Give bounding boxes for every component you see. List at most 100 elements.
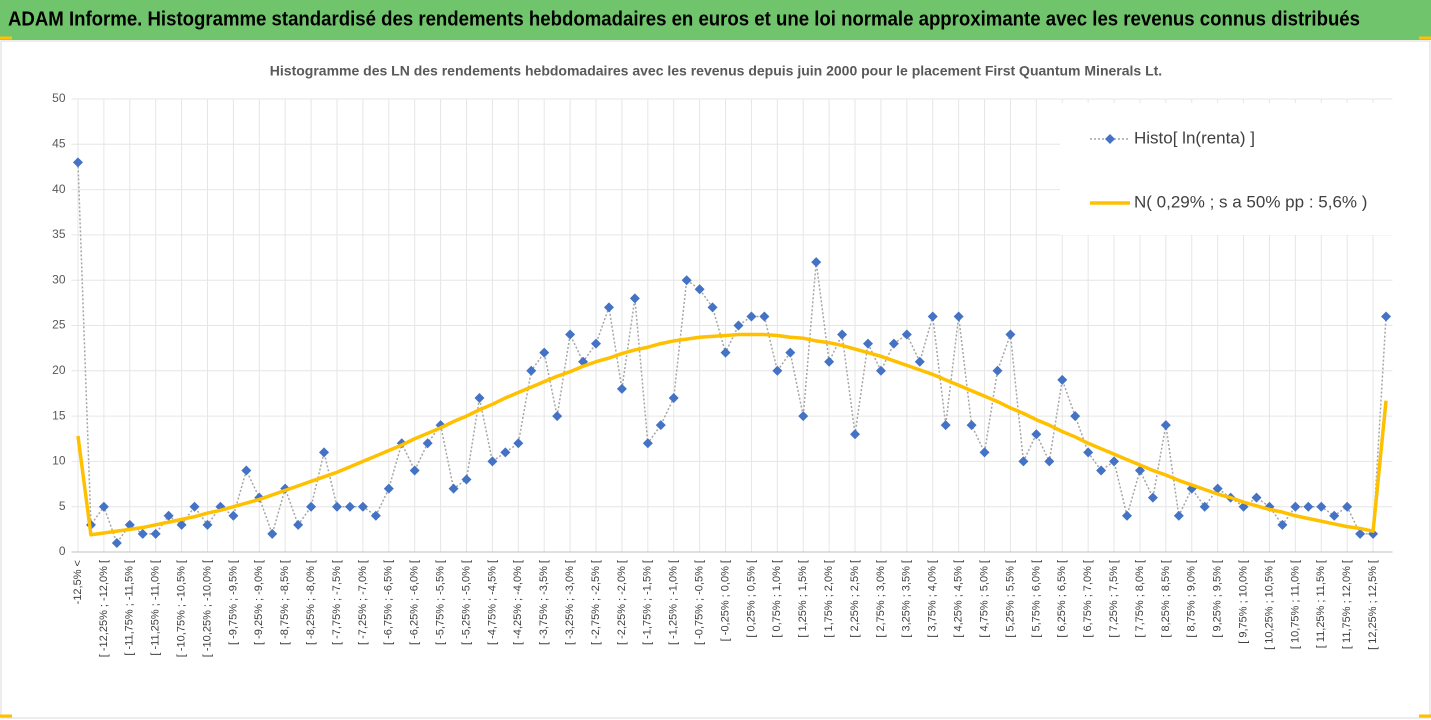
x-tick-label: [ 10,75% ; 11,0% [ xyxy=(1289,560,1301,649)
histo-point xyxy=(344,501,355,512)
x-tick-label: [ 0,75% ; 1,0% [ xyxy=(771,560,783,638)
y-tick-label: 5 xyxy=(59,499,66,513)
x-tick-label: [ 5,75% ; 6,0% [ xyxy=(1030,560,1042,638)
x-tick-label: [ 1,75% ; 2,0% [ xyxy=(823,560,835,638)
histo-point xyxy=(331,501,342,512)
x-tick-label: -12,5% < xyxy=(72,560,84,604)
histo-point xyxy=(241,465,252,476)
histo-point xyxy=(370,510,381,521)
y-tick-label: 30 xyxy=(52,272,66,286)
x-tick-label: [ 9,75% ; 10,0% [ xyxy=(1237,560,1249,644)
histo-point xyxy=(629,293,640,304)
x-tick-label: [ -4,25% ; -4,0% [ xyxy=(512,560,524,645)
histo-point xyxy=(1070,411,1081,422)
histo-point xyxy=(901,329,912,340)
y-tick-label: 10 xyxy=(52,454,66,468)
histo-point xyxy=(1277,519,1288,530)
header-title: ADAM Informe. Histogramme standardisé de… xyxy=(8,8,1360,30)
histo-point xyxy=(759,311,770,322)
x-tick-label: [ -9,25% ; -9,0% [ xyxy=(253,560,265,645)
histo-point xyxy=(150,528,161,539)
histo-point xyxy=(513,438,524,449)
histo-point xyxy=(319,447,330,458)
histo-point xyxy=(1212,483,1223,494)
histo-point xyxy=(888,338,899,349)
histo-point xyxy=(798,411,809,422)
histo-point xyxy=(163,510,174,521)
histo-point xyxy=(487,456,498,467)
histo-point xyxy=(746,311,757,322)
x-tick-label: [ 2,25% ; 2,5% [ xyxy=(849,560,861,638)
histo-point xyxy=(616,383,627,394)
histo-point xyxy=(927,311,938,322)
x-tick-label: [ 4,25% ; 4,5% [ xyxy=(953,560,965,638)
histo-point xyxy=(681,275,692,286)
y-tick-label: 40 xyxy=(52,182,66,196)
histo-point xyxy=(914,356,925,367)
normal-curve xyxy=(76,332,1388,537)
histo-point xyxy=(837,329,848,340)
x-tick-label: [ 8,75% ; 9,0% [ xyxy=(1186,560,1198,638)
histo-point xyxy=(1122,510,1133,521)
histo-point xyxy=(1147,492,1158,503)
x-tick-label: [ -8,25% ; -8,0% [ xyxy=(305,560,317,645)
histo-point xyxy=(72,157,83,168)
histo-point xyxy=(992,365,1003,376)
header-bar xyxy=(0,0,1431,40)
y-tick-label: 20 xyxy=(52,363,66,377)
x-tick-label: [ 11,25% ; 11,5% [ xyxy=(1315,560,1327,648)
histo-point xyxy=(655,420,666,431)
x-tick-label: [ 2,75% ; 3,0% [ xyxy=(875,560,887,638)
histo-line xyxy=(77,162,1387,545)
x-tick-label: [ 6,25% ; 6,5% [ xyxy=(1056,560,1068,638)
x-tick-label: [ -5,25% ; -5,0% [ xyxy=(460,560,472,645)
x-tick-label: [ -11,75% ; -11,5% [ xyxy=(124,560,136,656)
x-tick-label: [ -0,75% ; -0,5% [ xyxy=(694,560,706,645)
histo-point xyxy=(409,465,420,476)
histo-point xyxy=(98,501,109,512)
x-tick-label: [ -1,25% ; -1,0% [ xyxy=(668,560,680,645)
histo-point xyxy=(1342,501,1353,512)
histo-point xyxy=(1083,447,1094,458)
histo-point xyxy=(733,320,744,331)
x-tick-label: [ -4,75% ; -4,5% [ xyxy=(486,560,498,645)
histo-point xyxy=(474,392,485,403)
histo-point xyxy=(811,257,822,268)
histo-point xyxy=(565,329,576,340)
x-tick-label: [ 7,25% ; 7,5% [ xyxy=(1108,560,1120,638)
histo-point xyxy=(306,501,317,512)
histo-point xyxy=(862,338,873,349)
histo-point xyxy=(383,483,394,494)
histo-point xyxy=(461,474,472,485)
histo-point xyxy=(1057,374,1068,385)
histo-point xyxy=(772,365,783,376)
x-tick-label: [ 5,25% ; 5,5% [ xyxy=(1004,560,1016,638)
x-tick-label: [ -2,75% ; -2,5% [ xyxy=(590,560,602,645)
histo-point xyxy=(707,302,718,313)
histo-point xyxy=(694,284,705,295)
histo-point xyxy=(979,447,990,458)
histo-point xyxy=(1199,501,1210,512)
histo-point xyxy=(850,429,861,440)
histo-point xyxy=(966,420,977,431)
histo-point xyxy=(448,483,459,494)
histo-point xyxy=(875,365,886,376)
histo-point xyxy=(137,528,148,539)
histo-point xyxy=(526,365,537,376)
x-tick-label: [ 4,75% ; 5,0% [ xyxy=(978,560,990,638)
y-tick-label: 0 xyxy=(59,544,66,558)
histo-point xyxy=(720,347,731,358)
x-tick-label: [ -10,75% ; -10,5% [ xyxy=(175,560,187,657)
y-tick-label: 25 xyxy=(52,318,66,332)
histo-point xyxy=(228,510,239,521)
x-tick-label: [ 10,25% ; 10,5% [ xyxy=(1263,560,1275,650)
x-tick-label: [ 11,75% ; 12,0% [ xyxy=(1341,560,1353,649)
histo-point xyxy=(1355,528,1366,539)
y-tick-label: 15 xyxy=(52,408,66,422)
histo-point xyxy=(1109,456,1120,467)
histo-point xyxy=(1096,465,1107,476)
x-tick-label: [ -0,25% ; 0,0% [ xyxy=(719,560,731,641)
corner-marks xyxy=(0,36,1431,718)
histo-point xyxy=(176,519,187,530)
